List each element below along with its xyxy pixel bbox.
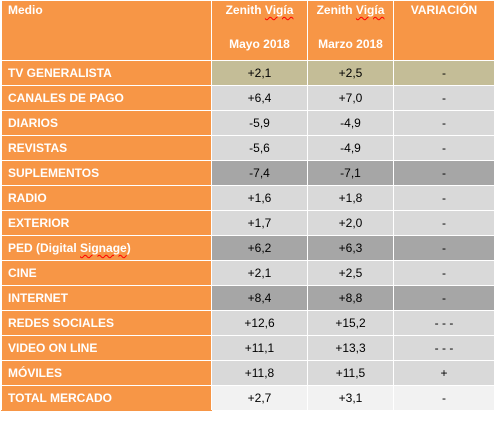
table-row: INTERNET +8,4 +8,8 - xyxy=(1,285,495,311)
row-medio: PED (Digital Signage) xyxy=(1,235,212,261)
row-marzo: -4,9 xyxy=(307,135,394,161)
row-variacion: - xyxy=(393,110,495,136)
header-mayo: Zenith Vigía Mayo 2018 xyxy=(211,0,308,61)
row-mayo: +12,6 xyxy=(211,310,308,336)
row-medio: SUPLEMENTOS xyxy=(1,160,212,186)
row-mayo: +2,1 xyxy=(211,260,308,286)
table-row: CANALES DE PAGO +6,4 +7,0 - xyxy=(1,85,495,111)
row-variacion: + xyxy=(393,360,495,386)
row-marzo: +2,5 xyxy=(307,260,394,286)
row-medio: EXTERIOR xyxy=(1,210,212,236)
row-mayo: +1,7 xyxy=(211,210,308,236)
row-variacion: - xyxy=(393,135,495,161)
row-marzo: +6,3 xyxy=(307,235,394,261)
table-row: PED (Digital Signage) +6,2 +6,3 - xyxy=(1,235,495,261)
table-row: CINE +2,1 +2,5 - xyxy=(1,260,495,286)
row-mayo: +1,6 xyxy=(211,185,308,211)
header-marzo: Zenith Vigía Marzo 2018 xyxy=(307,0,394,61)
table-row: RADIO +1,6 +1,8 - xyxy=(1,185,495,211)
table-row: DIARIOS -5,9 -4,9 - xyxy=(1,110,495,136)
row-medio: INTERNET xyxy=(1,285,212,311)
row-medio: RADIO xyxy=(1,185,212,211)
row-variacion: - xyxy=(393,210,495,236)
row-variacion: - xyxy=(393,285,495,311)
row-marzo: +15,2 xyxy=(307,310,394,336)
row-marzo: -4,9 xyxy=(307,110,394,136)
row-medio: REVISTAS xyxy=(1,135,212,161)
row-marzo: +1,8 xyxy=(307,185,394,211)
header-marzo-title: Zenith Vigía xyxy=(316,3,385,17)
row-variacion: - xyxy=(393,385,495,411)
row-mayo: +2,7 xyxy=(211,385,308,411)
row-variacion: - - - xyxy=(393,310,495,336)
table-row: TOTAL MERCADO +2,7 +3,1 - xyxy=(1,385,495,411)
row-mayo: +6,2 xyxy=(211,235,308,261)
table-row: REDES SOCIALES +12,6 +15,2 - - - xyxy=(1,310,495,336)
row-variacion: - xyxy=(393,85,495,111)
row-marzo: +2,5 xyxy=(307,60,394,86)
table-row: VIDEO ON LINE +11,1 +13,3 - - - xyxy=(1,335,495,361)
row-marzo: +11,5 xyxy=(307,360,394,386)
row-marzo: +13,3 xyxy=(307,335,394,361)
header-variacion: VARIACIÓN xyxy=(393,0,495,61)
row-mayo: +2,1 xyxy=(211,60,308,86)
row-marzo: +8,8 xyxy=(307,285,394,311)
header-medio: Medio xyxy=(1,0,212,61)
table-row: EXTERIOR +1,7 +2,0 - xyxy=(1,210,495,236)
header-mayo-date: Mayo 2018 xyxy=(229,37,290,51)
row-mayo: +11,1 xyxy=(211,335,308,361)
table-row: MÓVILES +11,8 +11,5 + xyxy=(1,360,495,386)
header-row: Medio Zenith Vigía Mayo 2018 Zenith Vigí… xyxy=(1,0,495,61)
row-mayo: -5,6 xyxy=(211,135,308,161)
row-variacion: - xyxy=(393,235,495,261)
row-variacion: - xyxy=(393,160,495,186)
row-marzo: +2,0 xyxy=(307,210,394,236)
row-medio-text: PED (Digital Signage) xyxy=(8,241,131,255)
row-variacion: - xyxy=(393,60,495,86)
row-variacion: - xyxy=(393,185,495,211)
row-medio: TOTAL MERCADO xyxy=(1,385,212,411)
row-mayo: -5,9 xyxy=(211,110,308,136)
table-row: SUPLEMENTOS -7,4 -7,1 - xyxy=(1,160,495,186)
table-row: REVISTAS -5,6 -4,9 - xyxy=(1,135,495,161)
table-row: TV GENERALISTA +2,1 +2,5 - xyxy=(1,60,495,86)
row-marzo: +3,1 xyxy=(307,385,394,411)
row-medio: VIDEO ON LINE xyxy=(1,335,212,361)
row-mayo: -7,4 xyxy=(211,160,308,186)
row-mayo: +11,8 xyxy=(211,360,308,386)
row-mayo: +6,4 xyxy=(211,85,308,111)
header-mayo-title: Zenith Vigía xyxy=(225,3,294,17)
row-medio: CINE xyxy=(1,260,212,286)
row-medio: MÓVILES xyxy=(1,360,212,386)
row-marzo: -7,1 xyxy=(307,160,394,186)
media-table: Medio Zenith Vigía Mayo 2018 Zenith Vigí… xyxy=(1,0,495,411)
row-variacion: - xyxy=(393,260,495,286)
row-medio: DIARIOS xyxy=(1,110,212,136)
row-medio: REDES SOCIALES xyxy=(1,310,212,336)
row-mayo: +8,4 xyxy=(211,285,308,311)
row-medio: CANALES DE PAGO xyxy=(1,85,212,111)
row-medio: TV GENERALISTA xyxy=(1,60,212,86)
row-variacion: - - - xyxy=(393,335,495,361)
row-marzo: +7,0 xyxy=(307,85,394,111)
header-marzo-date: Marzo 2018 xyxy=(318,37,383,51)
